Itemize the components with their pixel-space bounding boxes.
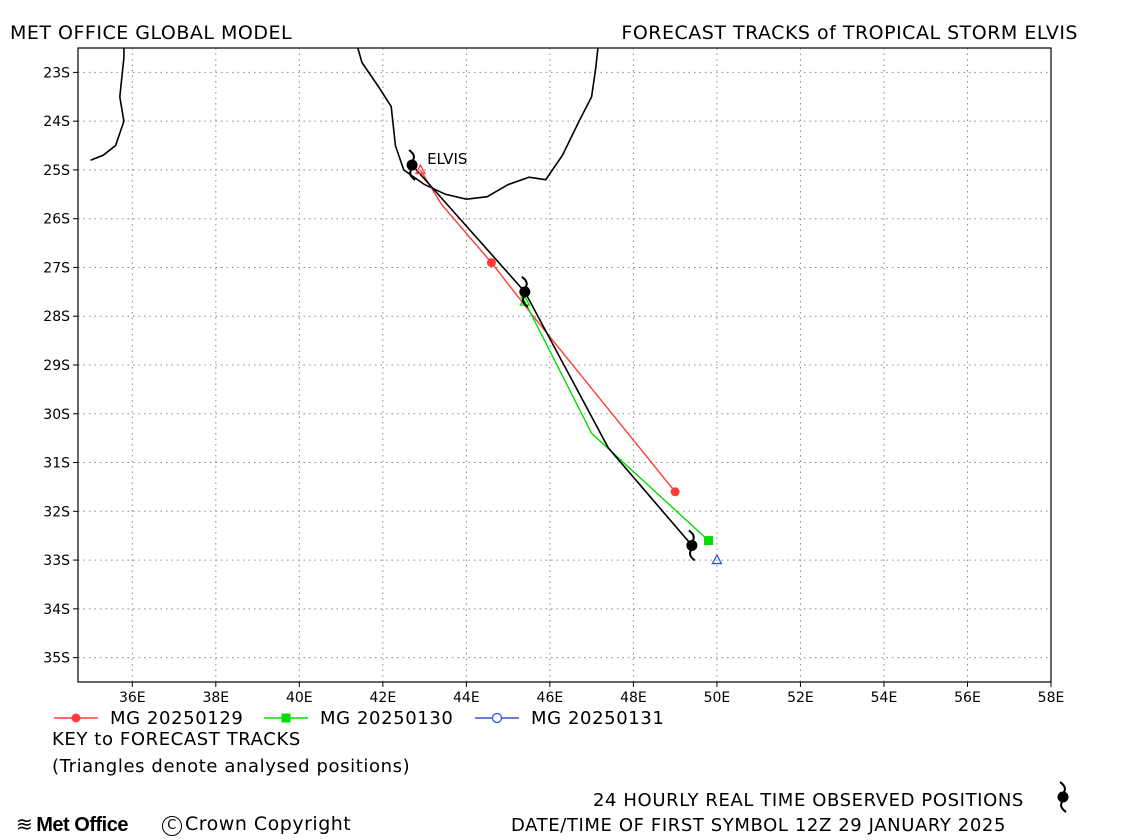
observed-positions-note: 24 HOURLY REAL TIME OBSERVED POSITIONS	[593, 790, 1024, 811]
y-tick-label: 33S	[43, 553, 70, 569]
y-tick-label: 26S	[43, 212, 70, 228]
x-tick-label: 54E	[871, 690, 898, 706]
header-left-title: MET OFFICE GLOBAL MODEL	[10, 22, 293, 44]
observed-track-line	[411, 164, 693, 546]
forecast-point	[670, 487, 680, 497]
y-tick-label: 25S	[43, 163, 70, 179]
storm-name-label: ELVIS	[427, 150, 467, 168]
analysed-position-triangle	[414, 163, 427, 175]
y-tick-label: 34S	[43, 602, 70, 618]
y-tick-label: 24S	[43, 114, 70, 130]
storm-symbol-icon	[406, 149, 418, 181]
wave-icon: ≋	[16, 814, 33, 836]
y-tick-label: 31S	[43, 456, 70, 472]
first-symbol-datetime: DATE/TIME OF FIRST SYMBOL 12Z 29 JANUARY…	[511, 815, 1006, 836]
header-right-title: FORECAST TRACKS of TROPICAL STORM ELVIS	[621, 22, 1078, 44]
legend-label: MG 20250131	[531, 708, 664, 729]
x-tick-label: 38E	[202, 690, 229, 706]
met-office-logo: ≋ Met Office	[16, 814, 128, 836]
legend: MG 20250129 MG 20250130 MG 20250131	[54, 708, 1069, 813]
x-tick-label: 58E	[1038, 690, 1065, 706]
x-tick-label: 56E	[954, 690, 981, 706]
legend-label: MG 20250129	[110, 708, 243, 729]
x-tick-label: 44E	[453, 690, 480, 706]
y-tick-label: 35S	[43, 651, 70, 667]
x-tick-label: 42E	[370, 690, 397, 706]
copyright: C Crown Copyright	[162, 813, 351, 836]
x-tick-label: 46E	[537, 690, 564, 706]
y-tick-label: 29S	[43, 358, 70, 374]
coastline	[357, 47, 599, 201]
key-title: KEY to FORECAST TRACKS	[52, 729, 301, 750]
y-tick-label: 32S	[43, 504, 70, 520]
storm-symbol-icon	[686, 529, 698, 562]
coastlines	[90, 47, 599, 201]
forecast-point	[704, 536, 714, 546]
forecast-point	[486, 258, 496, 268]
y-tick-label: 23S	[43, 65, 70, 81]
storm-legend-icon	[1057, 781, 1069, 813]
forecast-track-line	[520, 296, 710, 542]
x-tick-label: 48E	[620, 690, 647, 706]
x-tick-label: 36E	[119, 690, 146, 706]
storm-symbol-icon	[519, 276, 531, 308]
tick-labels: 23S 24S 25S 26S 27S 28S 29S 30S 31S 32S 33S 34S 35S 3…	[43, 65, 1064, 706]
key-note: (Triangles denote analysed positions)	[52, 756, 411, 777]
tracks	[411, 164, 710, 546]
legend-marker	[71, 713, 81, 723]
analysed-position-triangle	[711, 553, 723, 565]
legend-marker	[281, 713, 291, 723]
y-tick-label: 30S	[43, 407, 70, 423]
y-tick-label: 28S	[43, 309, 70, 325]
coastline	[90, 48, 125, 161]
x-tick-label: 40E	[286, 690, 313, 706]
markers: ELVIS	[406, 149, 723, 565]
grid	[78, 48, 1051, 682]
x-tick-label: 52E	[787, 690, 814, 706]
copyright-icon: C	[162, 816, 182, 836]
x-tick-label: 50E	[704, 690, 731, 706]
legend-label: MG 20250130	[320, 708, 453, 729]
y-tick-label: 27S	[43, 260, 70, 276]
legend-marker	[491, 712, 503, 724]
